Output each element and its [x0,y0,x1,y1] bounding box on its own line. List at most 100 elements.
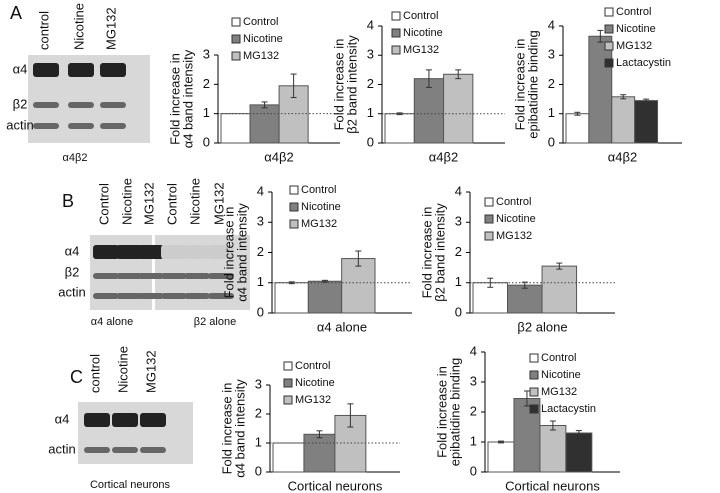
x-axis-label: α4β2 [264,149,293,164]
bar [274,282,309,314]
bar [272,442,305,473]
legend-swatch [391,28,401,38]
blot-band [140,447,166,453]
row-label: actin [58,284,85,299]
legend-swatch [604,58,614,68]
y-tick-label: 1 [470,433,477,448]
y-tick-label: 3 [548,47,555,62]
lane-label: control [87,354,102,393]
legend-swatch [604,41,614,51]
y-tick-label: 3 [203,46,210,61]
lane-label: Nicotine [119,178,134,225]
y-tick-label: 3 [455,214,462,229]
legend-label: MG132 [403,44,439,56]
legend-swatch [231,51,241,61]
bar [384,113,415,144]
blot-band [184,273,210,279]
blot-band [84,447,110,453]
y-tick-label: 4 [257,183,264,198]
legend-swatch [604,7,614,17]
blot-band [138,293,164,299]
row-label: β2 [65,264,80,279]
blot-band [68,63,94,77]
y-axis-label: Fold increase in [419,207,434,299]
blot-caption: β2 alone [194,316,236,328]
y-tick-label: 0 [257,304,264,319]
y-tick-label: 2 [203,76,210,91]
lane-label: MG132 [103,7,118,50]
y-tick-label: 4 [367,17,374,32]
bar [565,432,593,473]
lane-label: MG132 [211,182,226,225]
y-tick-label: 2 [455,244,462,259]
y-tick-label: 0 [455,304,462,319]
legend-swatch [283,361,293,371]
blot-band [68,102,94,108]
y-tick-label: 4 [470,343,477,358]
blot-band [33,63,59,77]
blot-band [68,123,94,129]
x-axis-label: Cortical neurons [505,478,600,493]
y-tick-label: 1 [548,105,555,120]
y-tick-label: 0 [548,134,555,149]
row-label: actin [6,117,33,132]
bar [472,282,509,314]
y-tick-label: 3 [470,373,477,388]
blot-band [112,413,138,427]
legend-label: Nicotine [295,377,335,389]
blot-band [138,273,164,279]
y-axis-label: β2 band intensity [432,203,447,302]
y-tick-label: 1 [203,105,210,120]
legend-swatch [529,387,539,397]
y-axis-label: α4 band intensity [234,203,249,302]
blot-caption: α4β2 [63,152,88,164]
y-tick-label: 0 [203,134,210,149]
y-tick-label: 0 [470,463,477,478]
legend-label: Control [541,352,576,364]
lane-label: Nicotine [71,3,86,50]
blot-band [93,273,119,279]
row-label: α4 [13,61,28,76]
legend-swatch [391,45,401,55]
blot-band [161,273,187,279]
blot-band [116,273,142,279]
lane-label: Nicotine [115,346,130,393]
y-axis-label: β2 band intensity [344,35,359,134]
lane-label: Control [96,183,111,225]
blot-image [78,402,193,464]
bar [588,35,613,144]
legend-label: Control [496,196,531,208]
bar [443,73,474,144]
legend-label: Control [616,6,651,18]
x-axis-label: β2 alone [517,319,567,334]
bar [341,258,376,314]
legend-swatch [289,185,299,195]
x-axis-label: Cortical neurons [288,478,383,493]
y-tick-label: 3 [367,47,374,62]
blot-band [100,63,126,77]
row-label: α4 [55,411,70,426]
y-axis-label: Fold increase in [434,366,449,458]
bar [541,265,578,314]
blot-band [84,413,110,427]
blot-band [93,245,119,259]
blot-band [184,293,210,299]
x-axis-label: α4β2 [429,149,458,164]
blot-caption: α4 alone [91,316,133,328]
legend-label: Control [243,16,278,28]
legend-label: Nicotine [616,23,656,35]
legend-swatch [484,214,494,224]
blot-band [208,293,234,299]
legend-label: Control [301,184,336,196]
bar [220,113,251,144]
y-tick-label: 2 [470,403,477,418]
legend-label: Nicotine [496,213,536,225]
bar [539,425,567,473]
legend-label: MG132 [295,394,331,406]
y-tick-label: 1 [257,274,264,289]
y-axis-label: Fold increase in [512,39,527,131]
legend-swatch [604,24,614,34]
blot-band [33,102,59,108]
blot-band [140,413,166,427]
